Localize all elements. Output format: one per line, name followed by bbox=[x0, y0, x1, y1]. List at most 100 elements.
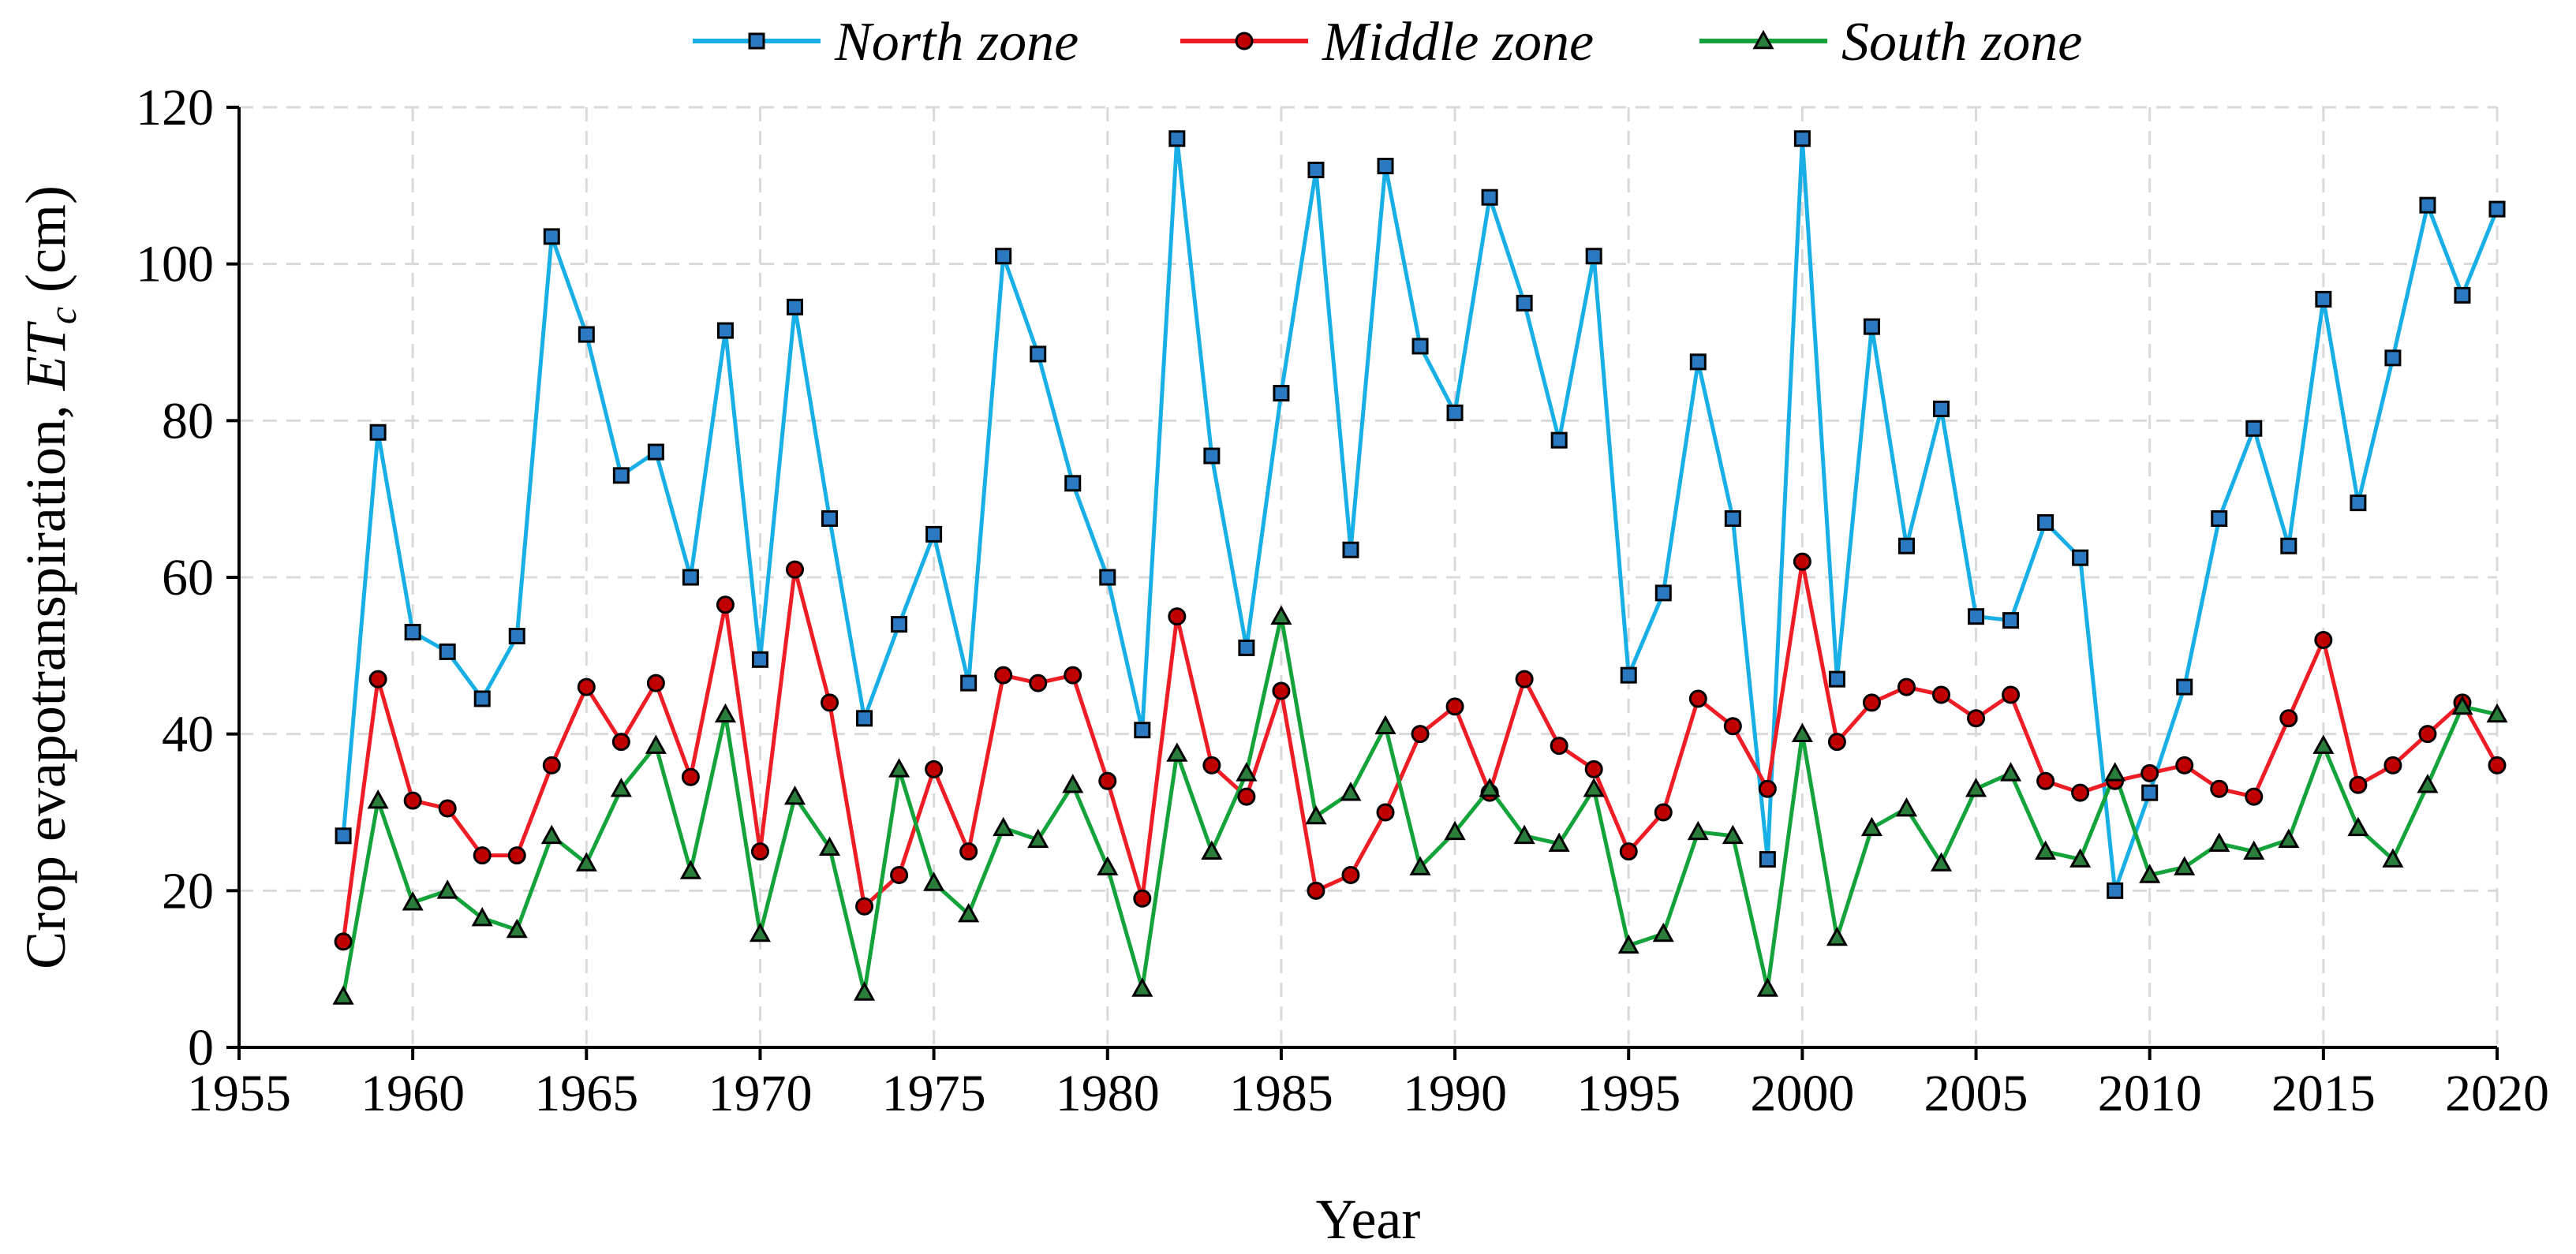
y-axis-title-var: ET bbox=[14, 320, 77, 391]
data-point-north-zone-1959 bbox=[369, 424, 387, 441]
y-tick-label-40: 40 bbox=[162, 706, 214, 763]
data-point-south-zone-2014 bbox=[2278, 828, 2300, 849]
data-point-middle-zone-1964 bbox=[542, 756, 561, 774]
data-point-south-zone-1972 bbox=[818, 836, 841, 856]
data-point-north-zone-2019 bbox=[2454, 286, 2471, 304]
data-point-south-zone-1983 bbox=[1201, 840, 1223, 860]
data-point-middle-zone-2002 bbox=[1862, 693, 1881, 712]
data-point-middle-zone-2015 bbox=[2314, 630, 2333, 649]
data-point-south-zone-1988 bbox=[1374, 715, 1396, 735]
x-axis-title: Year bbox=[1316, 1188, 1421, 1251]
y-tick-label-80: 80 bbox=[162, 392, 214, 450]
data-point-south-zone-1978 bbox=[1027, 828, 1049, 849]
data-point-middle-zone-2017 bbox=[2383, 756, 2402, 774]
data-point-south-zone-1997 bbox=[1687, 820, 1709, 841]
legend: North zone Middle zone South zone bbox=[693, 12, 2082, 73]
data-point-north-zone-1963 bbox=[508, 628, 525, 644]
data-point-north-zone-1966 bbox=[612, 467, 630, 484]
x-tick-label-1960: 1960 bbox=[361, 1065, 465, 1122]
data-point-north-zone-2020 bbox=[2488, 200, 2506, 218]
data-point-south-zone-1989 bbox=[1409, 856, 1431, 875]
data-point-middle-zone-1966 bbox=[611, 733, 630, 752]
data-point-north-zone-2013 bbox=[2245, 420, 2263, 437]
x-tick-label-1995: 1995 bbox=[1576, 1065, 1681, 1122]
legend-item-south-zone: South zone bbox=[1699, 12, 2082, 73]
data-point-north-zone-1961 bbox=[439, 643, 456, 660]
data-point-south-zone-1966 bbox=[610, 778, 632, 797]
data-point-north-zone-2006 bbox=[2002, 612, 2020, 629]
data-point-middle-zone-1968 bbox=[681, 767, 700, 786]
data-point-middle-zone-2003 bbox=[1897, 677, 1916, 696]
data-point-middle-zone-1998 bbox=[1723, 717, 1742, 736]
data-point-south-zone-1973 bbox=[854, 981, 876, 1001]
data-point-middle-zone-1976 bbox=[959, 842, 978, 861]
y-tick-label-60: 60 bbox=[162, 549, 214, 606]
x-axis-ticks: 1955 1960 1965 1970 1975 1980 1985 1990 1995 2000… bbox=[187, 1047, 2549, 1122]
data-point-south-zone-1970 bbox=[749, 922, 772, 942]
gridlines bbox=[239, 106, 2499, 1047]
data-point-north-zone-1974 bbox=[891, 616, 908, 633]
data-point-north-zone-1970 bbox=[751, 651, 768, 668]
data-point-south-zone-2007 bbox=[2035, 840, 2057, 860]
data-point-north-zone-1981 bbox=[1134, 722, 1151, 739]
data-point-south-zone-1968 bbox=[679, 860, 701, 879]
data-point-north-zone-1985 bbox=[1273, 385, 1290, 402]
series-markers-middle-zone bbox=[334, 552, 2507, 951]
data-point-south-zone-2011 bbox=[2174, 856, 2196, 875]
data-point-north-zone-1965 bbox=[578, 326, 595, 343]
data-point-south-zone-1984 bbox=[1236, 762, 1258, 782]
y-tick-label-20: 20 bbox=[162, 862, 214, 920]
data-point-north-zone-1993 bbox=[1550, 431, 1568, 449]
data-point-north-zone-1992 bbox=[1516, 294, 1533, 312]
data-point-south-zone-1999 bbox=[1756, 977, 1778, 997]
data-point-south-zone-2006 bbox=[2000, 762, 2022, 782]
data-point-north-zone-1997 bbox=[1689, 353, 1707, 371]
data-point-middle-zone-1972 bbox=[821, 693, 839, 712]
data-point-south-zone-1971 bbox=[783, 786, 806, 805]
data-point-middle-zone-1967 bbox=[646, 674, 665, 692]
data-point-north-zone-1980 bbox=[1099, 569, 1116, 586]
data-point-north-zone-1984 bbox=[1238, 639, 1255, 656]
data-point-middle-zone-1990 bbox=[1445, 697, 1464, 716]
data-point-north-zone-2017 bbox=[2384, 349, 2402, 367]
data-point-north-zone-1968 bbox=[682, 569, 699, 586]
data-point-south-zone-1975 bbox=[923, 871, 945, 891]
data-point-north-zone-2011 bbox=[2176, 678, 2193, 696]
data-point-south-zone-1963 bbox=[506, 918, 528, 939]
data-point-north-zone-1996 bbox=[1654, 584, 1672, 602]
data-point-south-zone-2002 bbox=[1860, 816, 1882, 837]
data-point-north-zone-2000 bbox=[1793, 130, 1811, 147]
series-markers bbox=[332, 130, 2508, 1005]
data-point-north-zone-2012 bbox=[2211, 510, 2228, 527]
data-point-north-zone-2014 bbox=[2280, 537, 2297, 554]
data-point-north-zone-1994 bbox=[1585, 248, 1602, 265]
data-point-south-zone-1977 bbox=[993, 816, 1015, 837]
series-markers-south-zone bbox=[332, 605, 2508, 1005]
data-point-middle-zone-2005 bbox=[1967, 709, 1986, 728]
data-point-north-zone-1960 bbox=[404, 624, 421, 641]
data-point-north-zone-1971 bbox=[786, 298, 803, 315]
data-point-south-zone-2010 bbox=[2139, 864, 2161, 883]
data-point-south-zone-2000 bbox=[1791, 722, 1813, 742]
data-point-south-zone-1969 bbox=[714, 703, 736, 723]
data-point-middle-zone-1970 bbox=[750, 842, 769, 861]
data-point-north-zone-2003 bbox=[1897, 537, 1915, 554]
data-point-south-zone-2015 bbox=[2312, 734, 2335, 754]
data-point-south-zone-1976 bbox=[958, 903, 980, 923]
series-markers-north-zone bbox=[335, 130, 2506, 899]
data-point-north-zone-2018 bbox=[2419, 196, 2436, 214]
x-tick-label-2015: 2015 bbox=[2271, 1065, 2376, 1122]
data-point-middle-zone-1959 bbox=[368, 670, 387, 689]
data-point-north-zone-1988 bbox=[1377, 158, 1394, 174]
data-point-north-zone-1964 bbox=[543, 228, 560, 245]
data-point-north-zone-1986 bbox=[1307, 161, 1325, 178]
data-point-south-zone-2017 bbox=[2382, 848, 2404, 868]
data-point-middle-zone-2020 bbox=[2488, 756, 2507, 774]
data-point-middle-zone-1992 bbox=[1515, 670, 1534, 689]
data-point-middle-zone-1965 bbox=[577, 677, 596, 696]
data-point-north-zone-1958 bbox=[335, 827, 352, 845]
y-axis-title-main: Crop evapotranspiration, bbox=[14, 390, 77, 969]
data-point-north-zone-1969 bbox=[716, 322, 734, 339]
data-point-south-zone-1995 bbox=[1617, 934, 1639, 954]
data-point-middle-zone-1961 bbox=[438, 799, 457, 818]
